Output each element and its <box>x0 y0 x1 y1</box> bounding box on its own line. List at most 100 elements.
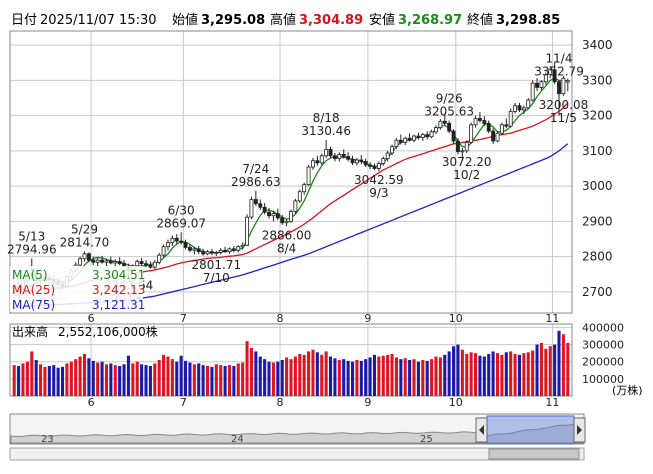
navigator-selection[interactable] <box>486 415 575 445</box>
annotation-date: 7/10 <box>203 271 230 285</box>
volume-bar <box>100 361 104 396</box>
candle <box>359 155 364 165</box>
volume-bar <box>535 344 539 396</box>
price-panel <box>9 30 573 314</box>
candle <box>306 164 311 187</box>
candle-body <box>196 248 201 253</box>
volume-bar <box>157 360 161 396</box>
volume-bar <box>258 356 262 396</box>
candle-body <box>179 240 184 243</box>
volume-bar <box>91 360 95 396</box>
candle <box>293 198 298 214</box>
candle-body <box>258 203 263 208</box>
volume-total: 2,552,106,000株 <box>58 324 158 339</box>
volume-bar <box>34 360 38 396</box>
candle <box>174 234 179 244</box>
volume-bar <box>522 353 526 396</box>
annotation-low: 3042.599/3 <box>354 173 404 200</box>
candle <box>513 102 518 114</box>
volume-bar <box>267 361 271 396</box>
volume-bar <box>561 334 565 396</box>
candle <box>548 66 553 79</box>
volume-bar <box>460 349 464 396</box>
navigator-left-handle[interactable] <box>475 417 488 443</box>
candle <box>284 219 289 227</box>
candle <box>398 134 403 145</box>
volume-bar <box>249 348 253 396</box>
volume-bar <box>346 360 350 396</box>
volume-bar <box>271 362 275 396</box>
annotation-value: 3205.63 <box>424 105 474 119</box>
chevron-left-icon <box>479 425 484 435</box>
high-label: 高値 <box>270 12 296 28</box>
candle-body <box>565 80 570 83</box>
candle-body <box>368 164 373 167</box>
volume-bar <box>311 349 315 396</box>
candle-body <box>117 261 122 265</box>
month-label: 11 <box>545 312 559 325</box>
candle-body <box>469 124 474 143</box>
volume-bar <box>179 355 183 396</box>
price-tick-label: 3400 <box>582 38 613 52</box>
candle-body <box>464 141 469 152</box>
volume-bar <box>566 342 570 396</box>
candle-body <box>434 127 438 133</box>
candle <box>192 246 197 255</box>
candle-body <box>517 105 522 111</box>
candle <box>113 259 118 268</box>
candle-body <box>166 242 170 248</box>
candle-body <box>376 163 381 169</box>
volume-bar <box>553 344 557 396</box>
volume-bar <box>443 354 447 396</box>
navigator-right-handle[interactable] <box>573 417 586 443</box>
candle <box>209 248 214 256</box>
volume-bar <box>12 365 16 396</box>
candle <box>473 115 478 128</box>
volume-bar <box>289 359 293 396</box>
annotation-date: 5/13 <box>18 229 45 243</box>
volume-bar <box>223 366 227 396</box>
candle-body <box>447 122 452 132</box>
volume-bar <box>104 364 109 396</box>
volume-bar <box>513 354 517 396</box>
price-tick-label: 3200 <box>582 109 613 123</box>
volume-bar <box>355 360 359 396</box>
volume-bar <box>342 359 346 396</box>
candle-body <box>499 124 504 134</box>
candle-body <box>354 159 359 164</box>
candle <box>508 108 513 128</box>
candle-body <box>253 199 258 205</box>
navigator-scrollbar-thumb[interactable] <box>488 448 580 460</box>
candle <box>372 163 377 171</box>
ma25-legend-value: 3,242.13 <box>92 283 145 297</box>
month-axis-lower: 6 7 8 9 10 11 <box>88 396 560 409</box>
candle <box>267 207 271 219</box>
candle <box>561 76 566 96</box>
volume-bar <box>504 352 508 396</box>
candlestick-series <box>12 61 570 292</box>
candle <box>271 210 276 222</box>
candle <box>328 146 333 158</box>
candle-body <box>557 81 561 95</box>
volume-tick-label: 100000 <box>582 373 624 386</box>
annotation-value: 2886.00 <box>262 228 312 242</box>
candle-body <box>188 247 192 251</box>
volume-bar <box>236 363 240 396</box>
candle-body <box>328 149 333 157</box>
candle <box>275 208 280 220</box>
volume-bar <box>350 361 355 396</box>
candle <box>144 260 148 268</box>
range-navigator[interactable]: 23 24 25 <box>9 413 586 461</box>
volume-bar <box>126 355 130 396</box>
candle <box>469 122 474 144</box>
annotation-date: 11/4 <box>546 51 573 65</box>
candle-body <box>249 199 254 218</box>
volume-tick-label: 300000 <box>582 339 624 352</box>
annotation-date: 7/24 <box>242 162 269 176</box>
candle <box>223 246 228 254</box>
annotation-value: 2794.96 <box>7 242 57 256</box>
navigator-scrollbar[interactable] <box>9 447 585 461</box>
